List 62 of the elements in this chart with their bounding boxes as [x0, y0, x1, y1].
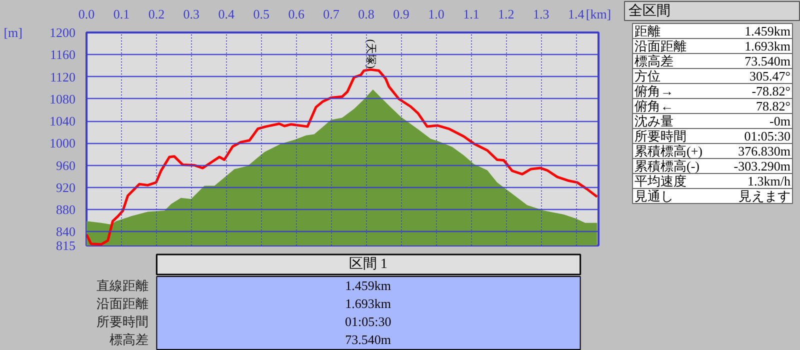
text: 1.459km — [345, 278, 392, 293]
category-label: 俯角→ — [634, 84, 674, 98]
y-tick-label: 1080 — [50, 91, 76, 106]
text: -303.290m — [734, 158, 791, 174]
category-label: 沈み量 — [634, 114, 674, 128]
text: 1.693km — [744, 38, 791, 54]
y-tick-label: 1120 — [50, 69, 76, 84]
category-label: 距離 — [634, 24, 660, 38]
x-tick-label: 0.1 — [113, 6, 130, 22]
y-tick-label: 815 — [56, 238, 76, 253]
x-tick-label: 0.7 — [323, 6, 340, 22]
text: 73.540m — [744, 54, 791, 68]
category-label: 標高差 — [109, 332, 148, 347]
category-label: 見通し — [634, 188, 674, 204]
x-tick-label: 1.1 — [463, 6, 480, 22]
category-label: 標高差 — [634, 54, 674, 68]
text: 1.693km — [345, 296, 392, 311]
y-tick-label: 960 — [56, 158, 76, 173]
y-tick-label: 840 — [56, 224, 76, 240]
x-tick-label: 0.9 — [393, 6, 410, 22]
category-label: 所要時間 — [96, 314, 148, 329]
x-tick-label: 1.0 — [428, 6, 444, 22]
category-label: 沿面距離 — [634, 38, 686, 54]
x-axis-title: [km] — [586, 6, 612, 22]
text: 1.3km/h — [748, 174, 791, 188]
text: 305.47° — [750, 68, 791, 84]
category-label: 累積標高(+) — [634, 144, 702, 158]
category-label: 沿面距離 — [96, 296, 148, 311]
category-label: 方位 — [634, 68, 660, 84]
x-tick-label: 0.6 — [288, 6, 305, 22]
text: -78.82° — [752, 84, 791, 98]
category-label: 累積標高(-) — [634, 158, 700, 174]
x-tick-label: 0.5 — [253, 6, 270, 22]
text: 73.540m — [345, 332, 392, 347]
text: -0m — [770, 114, 791, 128]
category-label: 直線距離 — [96, 278, 148, 293]
category-label: 平均速度 — [634, 174, 686, 188]
x-tick-label: 1.2 — [498, 6, 514, 22]
text: 全区間 — [628, 3, 670, 19]
y-tick-label: 880 — [56, 202, 76, 218]
text: 01:05:30 — [744, 128, 791, 144]
x-tick-label: 0.0 — [78, 6, 95, 22]
text: 01:05:30 — [344, 314, 392, 329]
y-axis-title: [m] — [4, 25, 23, 40]
x-tick-label: 0.4 — [218, 6, 236, 22]
text: 78.82° — [756, 98, 791, 114]
x-tick-label: 1.4 — [568, 6, 585, 22]
x-tick-label: 1.3 — [533, 6, 550, 22]
y-tick-label: 1200 — [50, 25, 76, 40]
category-label: 所要時間 — [634, 128, 686, 144]
text: 見えます — [738, 188, 790, 204]
category-label: 俯角← — [634, 98, 674, 114]
y-tick-label: 1040 — [50, 114, 76, 129]
y-tick-label: 1000 — [50, 136, 76, 151]
x-tick-label: 0.8 — [358, 6, 374, 22]
y-tick-label: 920 — [56, 180, 76, 195]
x-tick-label: 0.2 — [148, 6, 165, 22]
x-tick-label: 0.3 — [183, 6, 200, 22]
text: 1.459km — [744, 24, 791, 38]
y-tick-label: 1160 — [50, 47, 76, 62]
text: 376.830m — [738, 144, 791, 158]
text: 区間 1 — [348, 257, 388, 272]
